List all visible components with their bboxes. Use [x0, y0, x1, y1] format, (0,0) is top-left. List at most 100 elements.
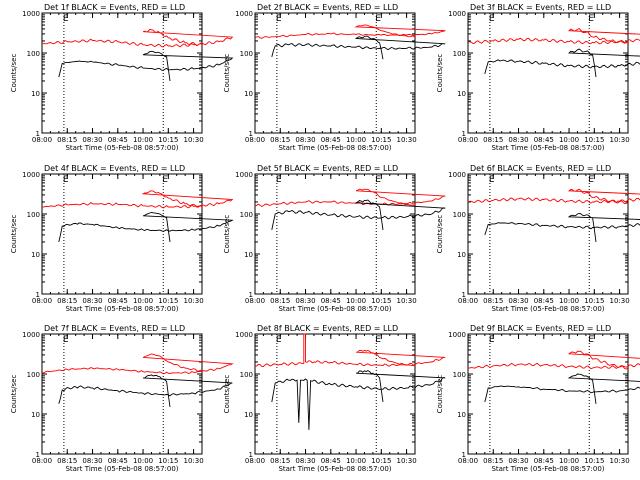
- panel-3: Det 3f BLACK = Events, RED = LLD 1 10 100 10…: [436, 3, 640, 152]
- interval-marker-label: E: [588, 175, 594, 185]
- panel-title: Det 2f BLACK = Events, RED = LLD: [257, 3, 398, 12]
- x-tick-label: 08:00: [245, 457, 265, 465]
- series-line-black: [484, 48, 640, 78]
- x-tick-label: 10:30: [609, 457, 629, 465]
- x-tick-label: 10:15: [584, 457, 604, 465]
- y-tick-label: 1: [36, 291, 40, 299]
- series-line-red: [467, 350, 640, 370]
- x-tick-label: 10:00: [346, 136, 366, 144]
- y-axis-label: Counts/sec: [436, 375, 444, 414]
- x-tick-label: 08:00: [245, 136, 265, 144]
- panel-title: Det 7f BLACK = Events, RED = LLD: [44, 324, 185, 333]
- x-tick-label: 10:15: [158, 297, 178, 305]
- x-axis-label: Start Time (05-Feb-08 08:57:00): [278, 305, 391, 313]
- series-line-black: [484, 373, 640, 404]
- panel-title: Det 8f BLACK = Events, RED = LLD: [257, 324, 398, 333]
- panel-7: Det 7f BLACK = Events, RED = LLD 1 10 100 10…: [10, 324, 234, 473]
- x-tick-label: 08:15: [57, 457, 77, 465]
- y-tick-label: 1000: [22, 10, 40, 18]
- y-tick-label: 1000: [235, 331, 253, 339]
- interval-marker-label: E: [162, 14, 168, 24]
- x-axis-label: Start Time (05-Feb-08 08:57:00): [65, 465, 178, 473]
- series-line-black: [58, 374, 233, 408]
- x-tick-label: 08:30: [82, 457, 102, 465]
- interval-marker-label: E: [276, 14, 282, 24]
- y-tick-label: 10: [31, 251, 40, 259]
- y-tick-label: 10: [457, 90, 466, 98]
- x-tick-label: 08:00: [32, 297, 52, 305]
- x-tick-label: 08:15: [270, 136, 290, 144]
- plot-frame: [254, 173, 416, 295]
- plot-frame: [467, 12, 629, 134]
- y-tick-label: 100: [453, 371, 466, 379]
- x-axis-label: Start Time (05-Feb-08 08:57:00): [491, 144, 604, 152]
- x-tick-label: 10:30: [609, 297, 629, 305]
- y-tick-label: 1: [36, 130, 40, 138]
- x-tick-label: 10:30: [396, 136, 416, 144]
- series-line-black: [484, 213, 640, 243]
- x-tick-label: 08:45: [321, 136, 341, 144]
- interval-marker-label: E: [63, 175, 69, 185]
- x-tick-label: 10:00: [559, 457, 579, 465]
- x-axis-label: Start Time (05-Feb-08 08:57:00): [491, 305, 604, 313]
- y-tick-label: 10: [457, 251, 466, 259]
- panel-title: Det 3f BLACK = Events, RED = LLD: [470, 3, 611, 12]
- y-tick-label: 10: [457, 411, 466, 419]
- x-tick-label: 10:00: [133, 457, 153, 465]
- interval-marker-label: E: [63, 14, 69, 24]
- x-tick-label: 10:15: [158, 136, 178, 144]
- y-axis-label: Counts/sec: [436, 215, 444, 254]
- y-tick-label: 1000: [22, 331, 40, 339]
- y-tick-label: 1: [36, 451, 40, 459]
- y-tick-label: 100: [240, 50, 253, 58]
- interval-marker-label: E: [375, 335, 381, 345]
- x-tick-label: 08:45: [321, 457, 341, 465]
- y-tick-label: 100: [27, 50, 40, 58]
- x-tick-label: 10:00: [133, 297, 153, 305]
- series-line-red: [467, 27, 640, 45]
- x-tick-label: 10:00: [559, 297, 579, 305]
- y-tick-label: 100: [453, 211, 466, 219]
- x-tick-label: 10:00: [133, 136, 153, 144]
- x-axis-label: Start Time (05-Feb-08 08:57:00): [278, 144, 391, 152]
- plot-frame: [467, 333, 629, 455]
- y-axis-label: Counts/sec: [223, 54, 231, 93]
- x-tick-label: 10:30: [183, 457, 203, 465]
- y-axis-label: Counts/sec: [223, 215, 231, 254]
- x-tick-label: 08:30: [508, 297, 528, 305]
- interval-marker-label: E: [162, 335, 168, 345]
- x-tick-label: 08:45: [534, 136, 554, 144]
- y-tick-label: 100: [240, 371, 253, 379]
- series-line-red: [41, 353, 234, 375]
- panel-9: Det 9f BLACK = Events, RED = LLD 1 10 100 10…: [436, 324, 640, 473]
- interval-marker-label: E: [162, 175, 168, 185]
- y-tick-label: 10: [244, 411, 253, 419]
- x-tick-label: 10:30: [183, 297, 203, 305]
- x-axis-label: Start Time (05-Feb-08 08:57:00): [278, 465, 391, 473]
- panel-1: Det 1f BLACK = Events, RED = LLD 1 10 100 10…: [10, 3, 234, 152]
- x-tick-label: 10:30: [183, 136, 203, 144]
- x-tick-label: 08:45: [321, 297, 341, 305]
- x-tick-label: 08:45: [108, 297, 128, 305]
- interval-marker-label: E: [489, 14, 495, 24]
- plot-frame: [41, 12, 203, 134]
- panel-2: Det 2f BLACK = Events, RED = LLD 1 10 100 10…: [223, 3, 446, 152]
- y-tick-label: 1000: [235, 10, 253, 18]
- y-tick-label: 10: [244, 251, 253, 259]
- y-axis-label: Counts/sec: [436, 54, 444, 93]
- series-line-black: [271, 369, 446, 430]
- x-tick-label: 08:00: [458, 136, 478, 144]
- x-tick-label: 08:30: [508, 136, 528, 144]
- series-line-red: [41, 190, 234, 209]
- plot-frame: [41, 333, 203, 455]
- x-tick-label: 08:30: [295, 457, 315, 465]
- x-axis-label: Start Time (05-Feb-08 08:57:00): [65, 144, 178, 152]
- interval-marker-label: E: [63, 335, 69, 345]
- panel-title: Det 5f BLACK = Events, RED = LLD: [257, 164, 398, 173]
- x-tick-label: 10:15: [371, 136, 391, 144]
- x-tick-label: 08:45: [108, 136, 128, 144]
- x-tick-label: 10:30: [396, 297, 416, 305]
- x-tick-label: 08:15: [57, 297, 77, 305]
- y-axis-label: Counts/sec: [10, 54, 18, 93]
